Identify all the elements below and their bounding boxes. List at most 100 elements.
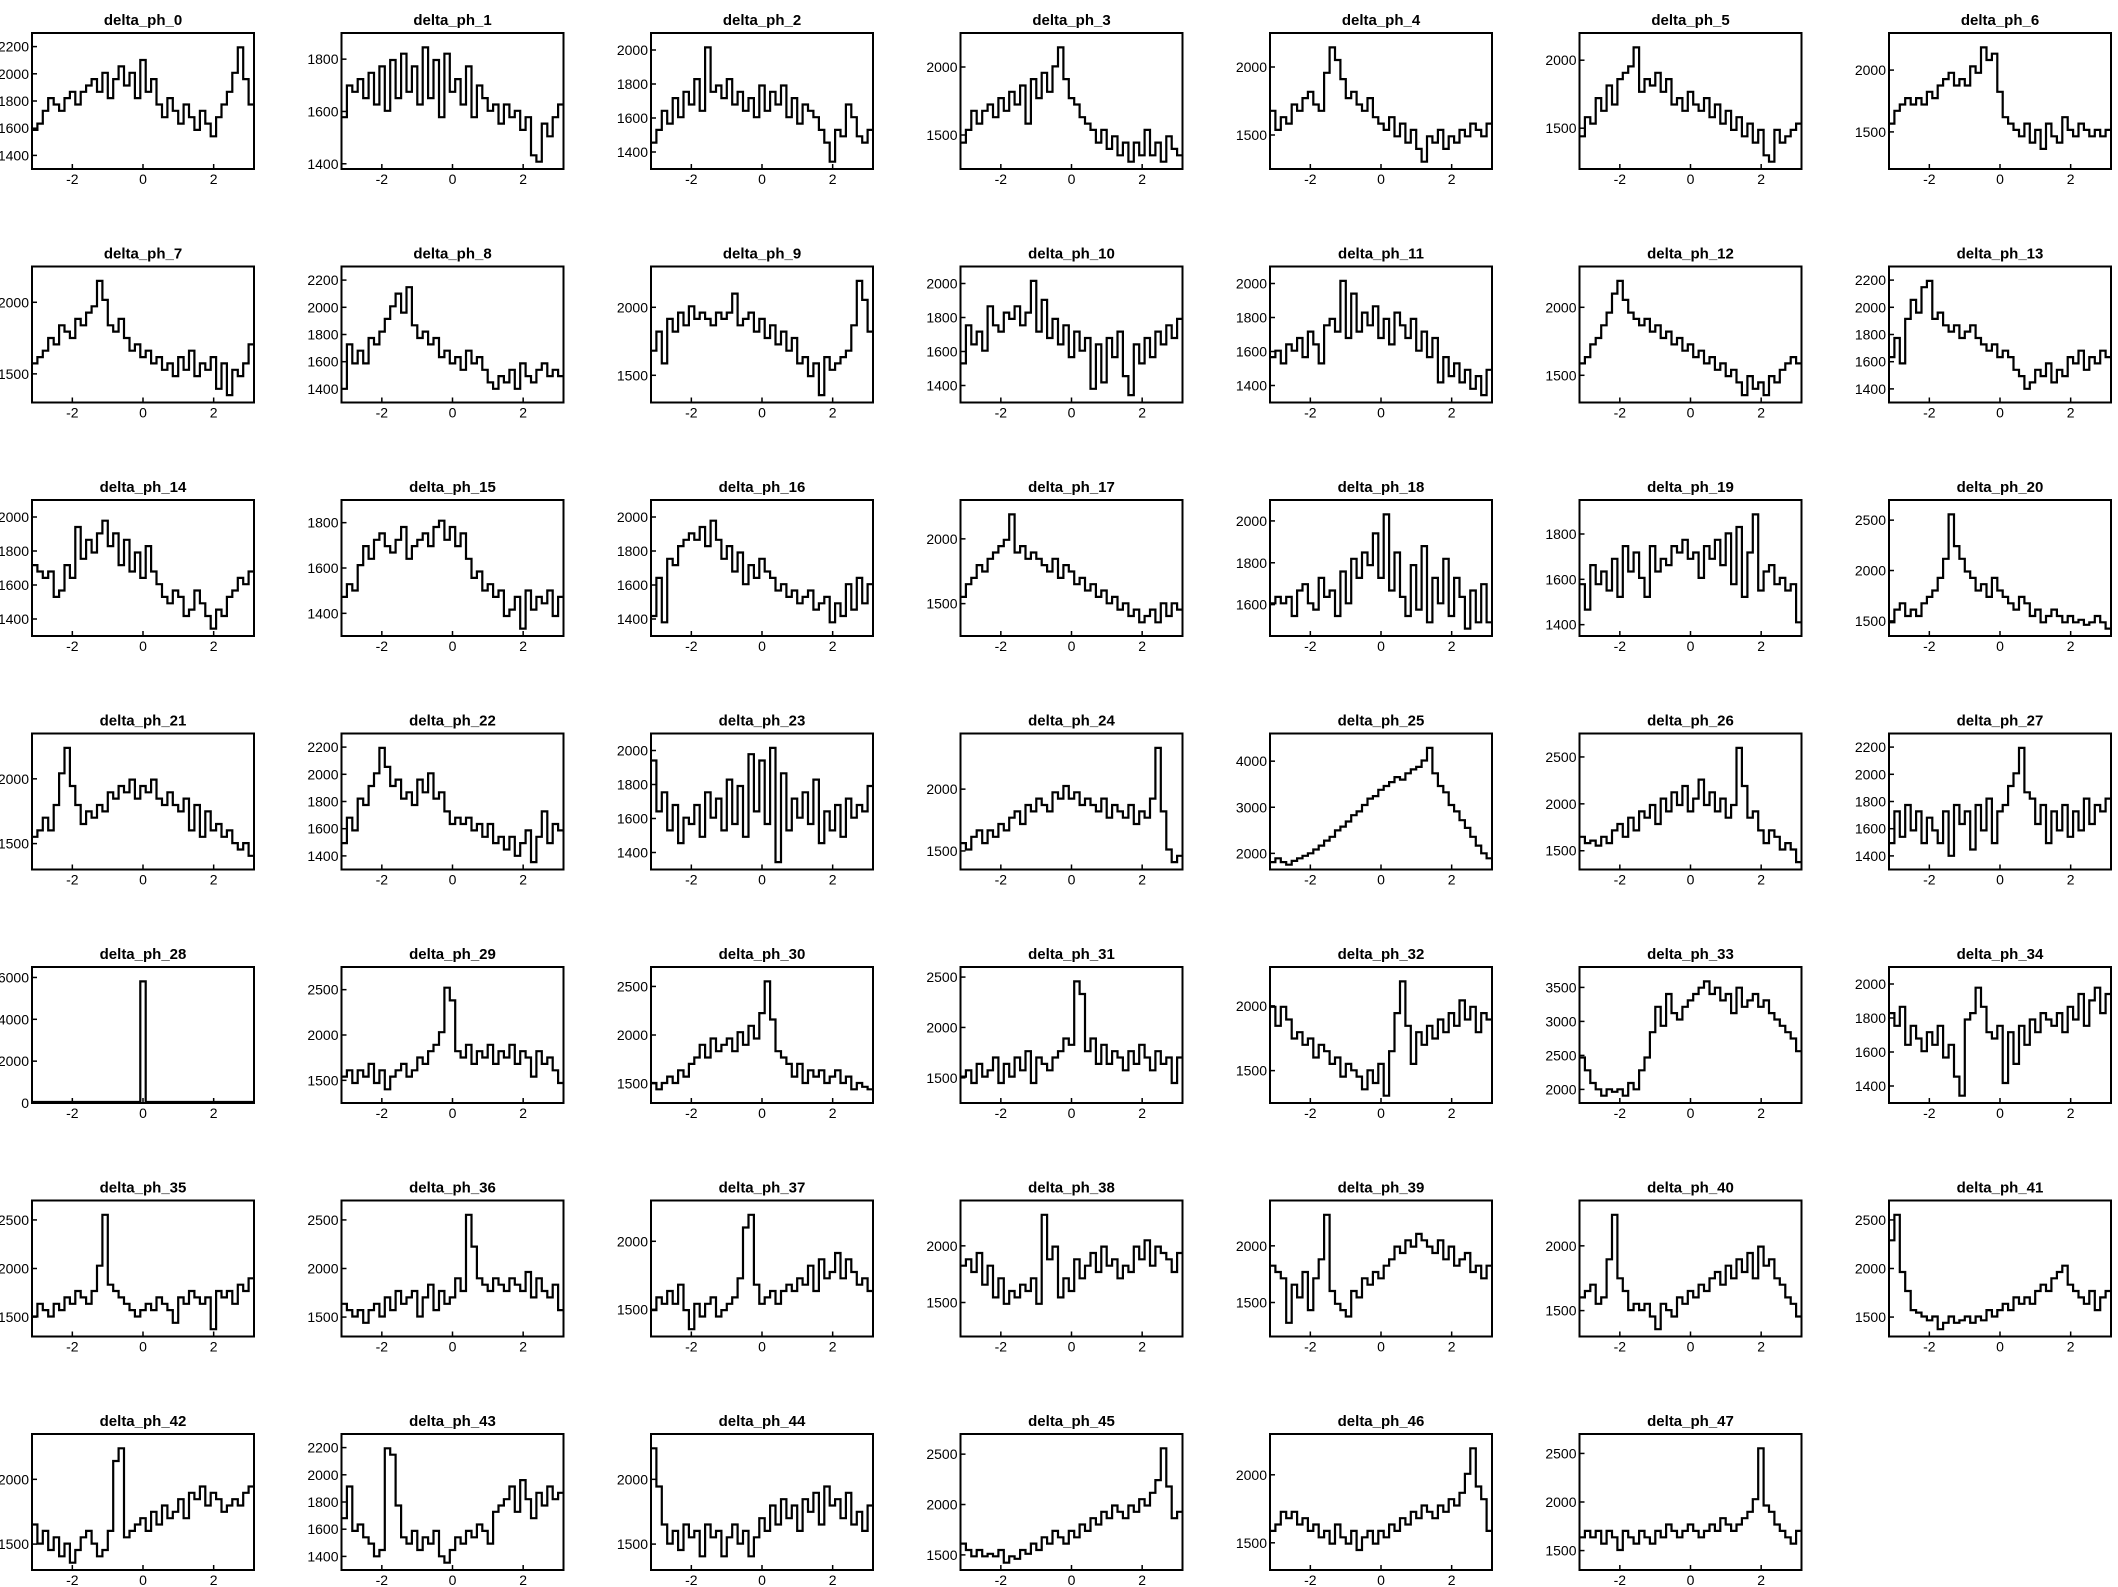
y-tick-label: 1600 (1236, 597, 1267, 613)
histogram-line (1579, 980, 1802, 1097)
x-tick-label: 0 (1068, 1572, 1076, 1587)
panel-12: delta_ph_12 -2 0 2 1500 2000 (1545, 246, 1803, 421)
panel-9: delta_ph_9 -2 0 2 1500 2000 (617, 246, 874, 421)
histogram-line (32, 980, 254, 1104)
x-tick-label: 2 (1757, 1105, 1765, 1121)
panel-41: delta_ph_41 -2 0 2 1500 2000 2500 (1855, 1180, 2112, 1355)
panel-title: delta_ph_24 (1028, 713, 1115, 730)
x-tick-label: 0 (139, 638, 147, 654)
y-tick-label: 2000 (617, 1233, 648, 1249)
x-tick-label: 2 (1757, 638, 1765, 654)
x-tick-label: 2 (829, 872, 837, 888)
histogram-line (960, 1213, 1183, 1305)
y-tick-label: 1500 (926, 1070, 957, 1086)
panel-title: delta_ph_40 (1647, 1180, 1734, 1197)
y-tick-label: 0 (21, 1095, 29, 1111)
x-tick-label: -2 (685, 405, 698, 421)
histogram-line (341, 1213, 564, 1324)
x-tick-label: 2 (829, 1572, 837, 1587)
plot-frame (340, 499, 565, 637)
x-tick-label: 0 (1068, 1105, 1076, 1121)
x-tick-label: -2 (685, 1572, 698, 1587)
histogram-line (32, 279, 254, 397)
histogram-line (1270, 513, 1492, 630)
x-tick-label: 2 (519, 405, 527, 421)
y-tick-label: 1500 (0, 836, 29, 852)
panel-title: delta_ph_34 (1957, 946, 2044, 963)
histogram-line (1889, 746, 2111, 857)
x-tick-label: 2 (2067, 872, 2075, 888)
y-tick-label: 1500 (1855, 124, 1886, 140)
histogram-line (1579, 1213, 1802, 1331)
y-tick-label: 2000 (1236, 1238, 1267, 1254)
y-tick-label: 2000 (1236, 1467, 1267, 1483)
x-tick-label: 2 (829, 638, 837, 654)
y-tick-label: 1400 (307, 156, 338, 172)
panel-title: delta_ph_5 (1651, 12, 1729, 29)
x-tick-label: -2 (685, 872, 698, 888)
y-tick-label: 1800 (1236, 310, 1267, 326)
panel-title: delta_ph_10 (1028, 246, 1115, 263)
x-tick-label: 0 (449, 405, 457, 421)
x-tick-label: 2 (210, 1339, 218, 1355)
y-tick-label: 2000 (1545, 1238, 1576, 1254)
panel-30: delta_ph_30 -2 0 2 1500 2000 2500 (617, 946, 874, 1121)
y-tick-label: 2000 (617, 42, 648, 58)
panel-title: delta_ph_3 (1032, 12, 1110, 29)
panel-45: delta_ph_45 -2 0 2 1500 2000 2500 (926, 1413, 1184, 1587)
x-tick-label: 2 (1138, 638, 1146, 654)
x-tick-label: -2 (1614, 1572, 1627, 1587)
panel-title: delta_ph_46 (1338, 1413, 1425, 1430)
x-tick-label: 0 (1996, 638, 2004, 654)
x-tick-label: 0 (1377, 1105, 1385, 1121)
panel-33: delta_ph_33 -2 0 2 2000 2500 3000 3500 (1545, 946, 1803, 1121)
plot-frame (650, 265, 874, 404)
y-tick-label: 1800 (617, 777, 648, 793)
x-tick-label: -2 (1614, 872, 1627, 888)
x-tick-label: 2 (829, 1339, 837, 1355)
x-tick-label: 2 (210, 638, 218, 654)
panel-8: delta_ph_8 -2 0 2 1400 1600 1800 2000 2200 (307, 246, 565, 421)
y-tick-label: 1600 (307, 103, 338, 119)
histogram-line (1889, 513, 2111, 630)
histogram-line (1889, 279, 2111, 390)
x-tick-label: -2 (376, 1339, 389, 1355)
panel-22: delta_ph_22 -2 0 2 1400 1600 1800 2000 2200 (307, 713, 565, 888)
panel-14: delta_ph_14 -2 0 2 1400 1600 1800 2000 (0, 479, 255, 654)
panel-title: delta_ph_26 (1647, 713, 1734, 730)
y-tick-label: 1500 (926, 843, 957, 859)
y-tick-label: 2000 (1855, 766, 1886, 782)
x-tick-label: -2 (685, 1339, 698, 1355)
histogram-line (651, 980, 873, 1091)
panel-7: delta_ph_7 -2 0 2 1500 2000 (0, 246, 255, 421)
x-tick-label: 0 (1068, 171, 1076, 187)
histogram-line (341, 746, 564, 864)
y-tick-label: 1800 (307, 794, 338, 810)
y-tick-label: 1500 (1545, 367, 1576, 383)
y-tick-label: 1600 (1855, 821, 1886, 837)
y-tick-label: 1600 (307, 560, 338, 576)
x-tick-label: -2 (1923, 405, 1936, 421)
x-tick-label: -2 (376, 405, 389, 421)
histogram-line (960, 279, 1183, 397)
plot-frame (650, 732, 874, 871)
y-tick-label: 2000 (307, 766, 338, 782)
histogram-line (32, 46, 254, 138)
x-tick-label: 2 (1448, 872, 1456, 888)
y-tick-label: 2000 (1545, 1494, 1576, 1510)
y-tick-label: 2200 (1855, 272, 1886, 288)
histogram-line (1579, 1447, 1802, 1552)
x-tick-label: 2 (1448, 638, 1456, 654)
y-tick-label: 1500 (1855, 613, 1886, 629)
panel-13: delta_ph_13 -2 0 2 1400 1600 1800 2000 2200 (1855, 246, 2112, 421)
y-tick-label: 1500 (1545, 1303, 1576, 1319)
panel-4: delta_ph_4 -2 0 2 1500 2000 (1236, 12, 1493, 187)
histogram-line (651, 1213, 873, 1331)
panel-42: delta_ph_42 -2 0 2 1500 2000 (0, 1413, 255, 1587)
plot-frame (1888, 966, 2112, 1104)
plot-frame (31, 966, 255, 1104)
y-tick-label: 1400 (1236, 378, 1267, 394)
y-tick-label: 1800 (926, 310, 957, 326)
y-tick-label: 2000 (0, 1471, 29, 1487)
x-tick-label: 2 (1138, 405, 1146, 421)
